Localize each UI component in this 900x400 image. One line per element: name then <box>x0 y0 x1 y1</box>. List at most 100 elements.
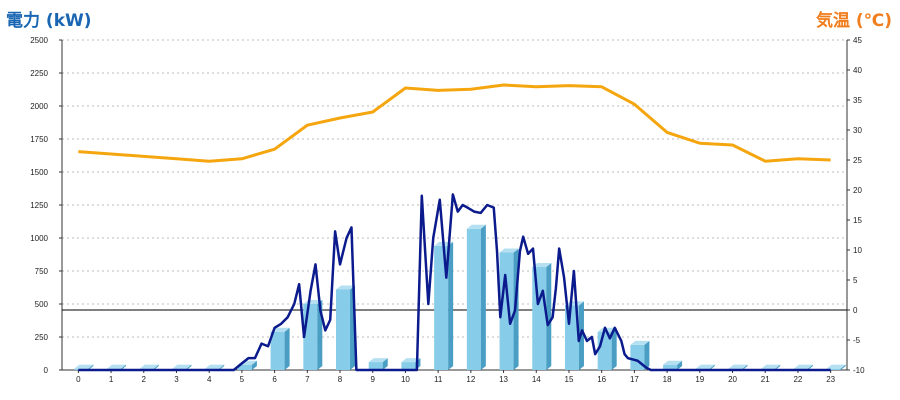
x-tick-label: 1 <box>109 375 114 384</box>
bar <box>368 358 388 370</box>
bar <box>336 285 356 370</box>
x-tick-label: 8 <box>338 375 343 384</box>
bar-front <box>368 362 383 370</box>
bar-side <box>448 241 454 370</box>
bar-top <box>793 364 813 369</box>
x-tick-label: 5 <box>240 375 245 384</box>
x-tick-label: 19 <box>695 375 704 384</box>
bar-top <box>368 358 388 363</box>
bar-side <box>546 263 552 370</box>
x-tick-label: 22 <box>793 375 802 384</box>
x-tick-label: 7 <box>305 375 310 384</box>
bar-top <box>74 364 94 369</box>
bar-top <box>728 364 748 369</box>
bar-series <box>74 224 846 370</box>
bar-side <box>709 364 715 370</box>
x-tick-label: 14 <box>532 375 541 384</box>
bar <box>663 360 683 370</box>
bar-side <box>807 364 813 370</box>
bar-top <box>172 364 192 369</box>
x-tick-label: 20 <box>728 375 737 384</box>
x-tick-label: 11 <box>434 375 443 384</box>
bar-side <box>153 364 159 370</box>
bar-side <box>382 358 388 370</box>
bar-side <box>742 364 748 370</box>
right-tick-label: 35 <box>853 96 862 105</box>
bar-top <box>205 364 225 369</box>
bar-side <box>775 364 781 370</box>
bar-top <box>107 364 127 369</box>
bar-front <box>466 228 481 370</box>
bar-top <box>663 360 683 365</box>
bar-side <box>480 224 486 370</box>
bar-top <box>139 364 159 369</box>
x-tick-label: 3 <box>174 375 179 384</box>
left-tick-label: 1500 <box>30 168 48 177</box>
bar-top <box>532 263 552 268</box>
left-tick-label: 500 <box>35 300 49 309</box>
left-tick-label: 2500 <box>30 36 48 45</box>
right-tick-label: 10 <box>853 246 862 255</box>
left-tick-label: 1250 <box>30 201 48 210</box>
bar-front <box>663 364 678 370</box>
bar <box>466 224 486 370</box>
tick-labels: 02505007501000125015001750200022502500-1… <box>30 36 865 384</box>
right-tick-label: 15 <box>853 216 862 225</box>
bar-front <box>237 364 252 370</box>
bar-side <box>186 364 192 370</box>
left-axis-title: 電力 (kW) <box>6 11 92 31</box>
bar-side <box>284 327 290 370</box>
bar <box>826 364 846 370</box>
right-tick-label: -10 <box>853 366 865 375</box>
bar-front <box>270 331 285 370</box>
bar-top <box>826 364 846 369</box>
left-tick-label: 2000 <box>30 102 48 111</box>
line-series <box>78 83 831 372</box>
bar-side <box>644 340 650 370</box>
bar-side <box>251 360 257 370</box>
x-tick-label: 0 <box>76 375 81 384</box>
right-tick-label: 40 <box>853 66 862 75</box>
bar-side <box>88 364 94 370</box>
bar-top <box>336 285 356 290</box>
x-tick-label: 10 <box>401 375 410 384</box>
x-tick-label: 21 <box>761 375 770 384</box>
bar-side <box>840 364 846 370</box>
x-tick-label: 16 <box>597 375 606 384</box>
left-tick-label: 250 <box>35 333 49 342</box>
bar <box>270 327 290 370</box>
bar-front <box>630 344 645 370</box>
bar-front <box>303 304 318 370</box>
x-tick-label: 2 <box>142 375 147 384</box>
bar-top <box>630 340 650 345</box>
bar-front <box>401 362 416 370</box>
x-tick-label: 9 <box>371 375 376 384</box>
left-tick-label: 1750 <box>30 135 48 144</box>
bar-side <box>121 364 127 370</box>
x-tick-label: 12 <box>466 375 475 384</box>
right-tick-label: 5 <box>853 276 858 285</box>
right-tick-label: -5 <box>853 336 861 345</box>
left-tick-label: 2250 <box>30 69 48 78</box>
x-tick-label: 23 <box>826 375 835 384</box>
bar-top <box>695 364 715 369</box>
bar-top <box>466 224 486 229</box>
x-tick-label: 17 <box>630 375 639 384</box>
bar-side <box>219 364 225 370</box>
x-tick-label: 18 <box>663 375 672 384</box>
left-tick-label: 0 <box>44 366 49 375</box>
right-axis-title: 気温 (℃) <box>815 11 892 31</box>
bar-side <box>677 360 683 370</box>
right-tick-label: 30 <box>853 126 862 135</box>
right-tick-label: 0 <box>853 306 858 315</box>
bar-side <box>611 327 617 370</box>
bar <box>630 340 650 370</box>
power-line <box>78 193 831 372</box>
bar-front <box>532 267 547 370</box>
x-tick-label: 15 <box>565 375 574 384</box>
right-tick-label: 45 <box>853 36 862 45</box>
bar-front <box>336 289 351 370</box>
bar-front <box>434 245 449 370</box>
bar-front <box>826 368 841 370</box>
